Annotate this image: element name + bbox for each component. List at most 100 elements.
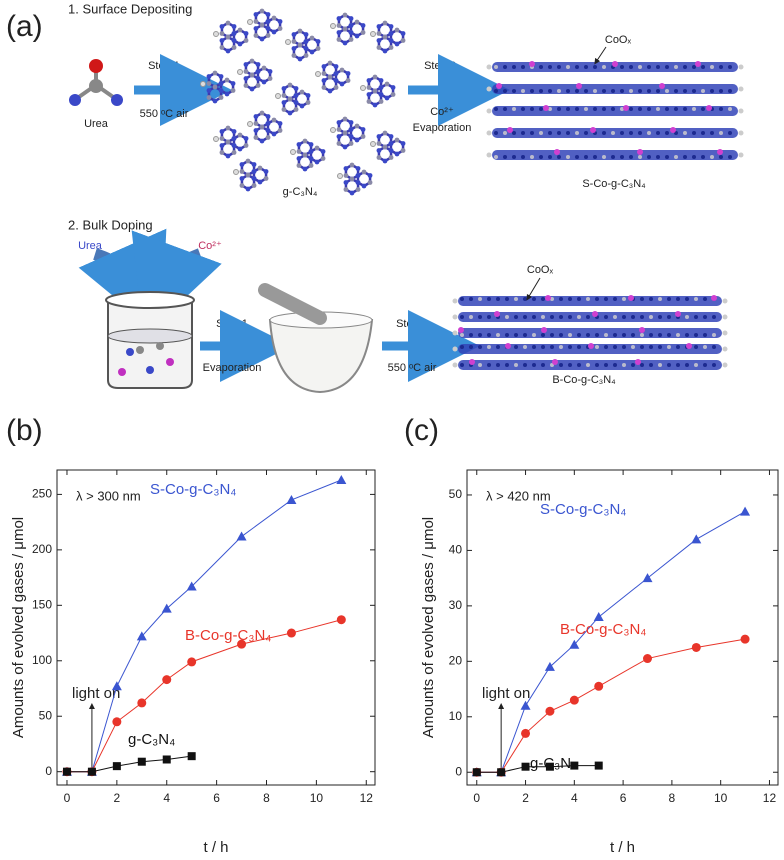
- atom: [291, 53, 297, 58]
- atom: [281, 100, 287, 105]
- atom: [218, 88, 224, 93]
- atom: [674, 89, 678, 93]
- atom: [297, 42, 303, 48]
- atom: [376, 45, 382, 50]
- mortar: [258, 283, 374, 394]
- atom: [243, 31, 249, 36]
- atom: [550, 333, 554, 337]
- atom: [267, 76, 273, 81]
- atom: [206, 88, 212, 93]
- atom: [638, 65, 642, 69]
- atom: [486, 152, 492, 158]
- atom: [296, 149, 302, 154]
- atom: [557, 65, 561, 69]
- atom: [505, 297, 509, 301]
- atom: [259, 22, 265, 28]
- x-tick-label: 6: [213, 791, 220, 805]
- atom: [348, 141, 354, 146]
- cobalt: [639, 327, 645, 333]
- atom: [523, 333, 527, 337]
- x-tick-label: 10: [714, 791, 728, 805]
- arrow: [131, 230, 222, 338]
- cobalt: [659, 83, 665, 89]
- atom: [559, 297, 563, 301]
- atom: [219, 24, 225, 29]
- atom: [343, 173, 349, 178]
- atom: [382, 144, 388, 150]
- atom: [336, 134, 342, 139]
- atom: [631, 333, 635, 337]
- atom: [613, 363, 617, 367]
- atom: [388, 141, 394, 146]
- label: Co²⁺: [198, 240, 222, 252]
- atom: [308, 156, 314, 161]
- marker: [286, 628, 296, 638]
- atom: [683, 89, 687, 93]
- atom: [710, 155, 714, 159]
- y-tick-label: 40: [449, 543, 463, 557]
- atom: [496, 345, 500, 349]
- atom: [237, 146, 243, 152]
- atom: [613, 297, 617, 301]
- marker: [237, 639, 247, 649]
- atom: [629, 65, 633, 69]
- atom: [400, 31, 406, 36]
- y-tick-label: 50: [449, 487, 463, 501]
- label: Co²⁺: [430, 106, 454, 118]
- cobalt: [507, 127, 513, 133]
- atom: [231, 31, 237, 36]
- cobalt: [541, 327, 547, 333]
- atom: [602, 107, 606, 111]
- atom: [613, 345, 617, 349]
- atom: [343, 187, 349, 192]
- atom: [604, 363, 608, 367]
- atom: [667, 363, 671, 367]
- atom: [339, 81, 345, 87]
- atom: [336, 23, 342, 28]
- atom: [376, 155, 382, 160]
- atom: [218, 74, 224, 79]
- atom: [692, 65, 696, 69]
- cobalt: [469, 359, 475, 365]
- atom: [237, 132, 243, 138]
- schematic: (a) 1. Surface Depositing Urea Step 1 55…: [6, 1, 744, 394]
- cobalt: [588, 343, 594, 349]
- atom: [336, 141, 342, 146]
- atom: [382, 158, 388, 164]
- atom: [658, 333, 662, 337]
- y-tick-label: 200: [32, 542, 52, 556]
- atom: [302, 166, 308, 172]
- atom: [530, 155, 534, 159]
- atom: [503, 131, 507, 135]
- atom: [460, 297, 464, 301]
- y-tick-label: 30: [449, 598, 463, 612]
- atom: [685, 315, 689, 319]
- atom: [532, 345, 536, 349]
- atom: [320, 156, 326, 161]
- atom: [469, 333, 473, 337]
- atom: [231, 143, 237, 148]
- atom: [327, 60, 333, 66]
- atom: [514, 297, 518, 301]
- atom: [321, 64, 327, 69]
- label: 550 ᵒC air: [140, 108, 189, 120]
- atom: [719, 65, 723, 69]
- marker: [187, 752, 196, 761]
- atom: [602, 89, 606, 93]
- atom: [514, 363, 518, 367]
- atom: [631, 363, 635, 367]
- atom: [259, 8, 265, 14]
- cobalt: [590, 127, 596, 133]
- atom: [685, 363, 689, 367]
- cobalt: [496, 83, 502, 89]
- cobalt: [552, 359, 558, 365]
- atom: [469, 297, 473, 301]
- atom: [257, 165, 263, 171]
- atom: [267, 69, 273, 74]
- atom: [261, 79, 267, 85]
- marker: [521, 728, 531, 738]
- atom: [658, 363, 662, 367]
- atom: [360, 134, 366, 139]
- atom: [494, 107, 498, 111]
- y-tick-label: 150: [32, 597, 52, 611]
